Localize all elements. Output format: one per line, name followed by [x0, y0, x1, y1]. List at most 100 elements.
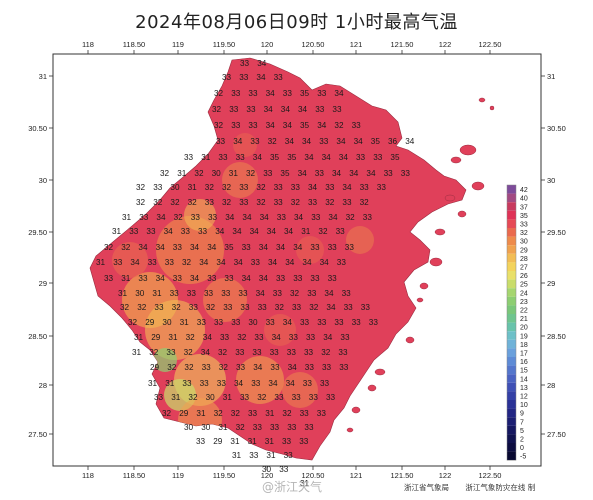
station-temperature: 33	[251, 379, 261, 388]
station-temperature: 33	[340, 333, 350, 342]
station-temperature: 32	[182, 258, 192, 267]
legend-label: 22	[520, 308, 528, 315]
legend-label: -5	[520, 454, 526, 461]
station-temperature: 32	[291, 198, 301, 207]
station-temperature: 33	[204, 289, 214, 298]
lat-tick-label-left: 28	[39, 381, 47, 390]
station-temperature: 33	[360, 183, 370, 192]
station-temperature: 33	[273, 289, 283, 298]
station-temperature: 33	[253, 423, 263, 432]
station-temperature: 33	[263, 169, 273, 178]
station-temperature: 30	[206, 393, 216, 402]
legend-swatch	[507, 357, 516, 366]
lon-tick-label-top: 119	[172, 40, 184, 49]
station-temperature: 35	[371, 137, 381, 146]
legend-swatch	[507, 443, 516, 452]
legend-swatch	[507, 400, 516, 409]
lon-tick-label-bottom: 118.50	[123, 471, 145, 480]
station-temperature: 33	[274, 183, 284, 192]
station-temperature: 32	[206, 303, 216, 312]
station-temperature: 29	[151, 333, 161, 342]
station-temperature: 32	[268, 137, 278, 146]
station-temperature: 31	[196, 409, 206, 418]
station-temperature: 33	[202, 363, 212, 372]
station-temperature: 32	[222, 198, 232, 207]
station-temperature: 33	[274, 198, 284, 207]
station-temperature: 32	[170, 198, 180, 207]
station-temperature: 33	[345, 243, 355, 252]
legend-swatch	[507, 210, 516, 220]
longitude-ticks-bottom: 118 118.50 119 119.50 120 120.50 121 121.50 122 1…	[82, 466, 501, 480]
station-temperature: 31	[218, 423, 228, 432]
station-temperature: 33	[248, 409, 258, 418]
station-temperature: 33	[332, 105, 342, 114]
station-temperature: 34	[266, 89, 276, 98]
station-temperature: 32	[256, 198, 266, 207]
station-temperature: 33	[270, 423, 280, 432]
legend-swatch	[507, 279, 516, 289]
station-temperature: 31	[188, 183, 198, 192]
station-temperature: 32	[212, 105, 222, 114]
station-temperature: 33	[221, 289, 231, 298]
station-temperature: 31	[265, 409, 275, 418]
station-temperature: 32	[186, 333, 196, 342]
map-title: 2024年08月06日09时 1小时最高气温	[135, 12, 458, 33]
lat-tick-label-right: 29.50	[547, 228, 566, 237]
station-temperature: 34	[234, 379, 244, 388]
station-temperature: 32	[256, 183, 266, 192]
station-temperature: 33	[231, 318, 241, 327]
station-temperature: 33	[315, 105, 325, 114]
lat-tick-label-left: 28.50	[28, 332, 47, 341]
station-temperature: 33	[113, 258, 123, 267]
station-temperature: 33	[344, 303, 354, 312]
lon-tick-label-top: 118.50	[123, 40, 145, 49]
station-temperature: 31	[132, 348, 142, 357]
station-temperature: 32	[321, 348, 331, 357]
lon-tick-label-bottom: 121	[350, 471, 363, 480]
station-temperature: 33	[184, 153, 194, 162]
station-temperature: 32	[318, 227, 328, 236]
station-temperature: 32	[282, 409, 292, 418]
legend-swatch	[507, 245, 516, 254]
station-temperature: 31	[301, 227, 311, 236]
station-temperature: 33	[146, 227, 156, 236]
station-temperature: 32	[136, 198, 146, 207]
legend-swatch	[507, 253, 516, 263]
station-temperature: 33	[166, 348, 176, 357]
station-temperature: 34	[242, 213, 252, 222]
station-temperature: 33	[207, 274, 217, 283]
station-temperature: 32	[246, 169, 256, 178]
station-temperature: 34	[256, 73, 266, 82]
station-temperature: 34	[339, 153, 349, 162]
station-temperature: 33	[310, 243, 320, 252]
station-temperature: 33	[231, 89, 241, 98]
station-temperature: 33	[266, 318, 276, 327]
lon-tick-label-bottom: 120.50	[302, 471, 325, 480]
station-temperature: 33	[214, 318, 224, 327]
legend-swatch	[507, 314, 516, 323]
lon-tick-label-top: 120.50	[302, 40, 325, 49]
station-temperature: 31	[168, 333, 178, 342]
station-temperature: 31	[201, 153, 211, 162]
lon-tick-label-bottom: 121.50	[391, 471, 414, 480]
station-temperature: 34	[342, 183, 352, 192]
station-temperature: 32	[149, 348, 159, 357]
station-temperature: 33	[240, 393, 250, 402]
legend-label: 37	[520, 204, 528, 211]
station-temperature: 33	[305, 363, 315, 372]
station-temperature: 33	[239, 73, 249, 82]
station-temperature: 31	[223, 393, 233, 402]
station-temperature: 33	[319, 137, 329, 146]
station-temperature: 33	[240, 303, 250, 312]
station-temperature: 32	[214, 409, 224, 418]
station-temperature: 31	[230, 437, 240, 446]
lon-tick-label-bottom: 119	[172, 471, 184, 480]
legend-label: 18	[520, 342, 528, 349]
legend-swatch	[507, 382, 516, 392]
lat-tick-label-right: 30	[547, 176, 555, 185]
legend-label: 0	[520, 445, 524, 452]
lon-tick-label-top: 121	[350, 40, 363, 49]
station-temperature: 33	[248, 89, 258, 98]
station-temperature: 33	[342, 289, 352, 298]
